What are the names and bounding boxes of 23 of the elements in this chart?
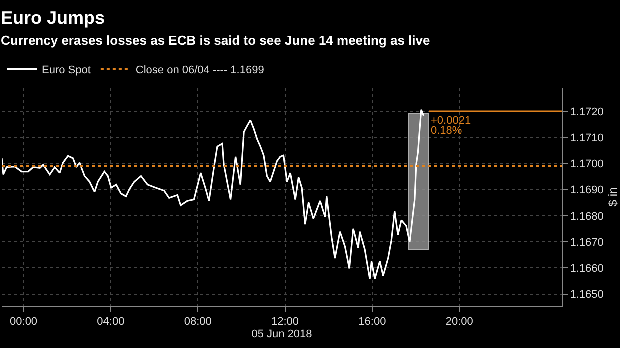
line-series <box>2 109 425 280</box>
y-tick-label: 1.1670 <box>570 236 604 249</box>
x-tick-label: 08:00 <box>184 316 212 328</box>
annotation: 0.18% <box>431 125 462 137</box>
y-tick-label: 1.1680 <box>570 210 604 223</box>
x-axis-title: 05 Jun 2018 <box>252 328 312 340</box>
annotation: +0.0021 <box>431 115 472 127</box>
legend-label: Euro Spot <box>42 64 91 76</box>
y-axis-title: $ in <box>606 187 620 207</box>
y-tick-label: 1.1690 <box>570 184 604 197</box>
x-tick-label: 16:00 <box>358 316 386 328</box>
x-tick-label: 20:00 <box>446 316 474 328</box>
chart-title: Euro Jumps <box>1 8 106 28</box>
y-tick-label: 1.1710 <box>570 132 604 144</box>
x-tick-label: 12:00 <box>272 316 300 328</box>
y-tick-label: 1.1660 <box>570 262 604 275</box>
x-tick-label: 04:00 <box>97 316 125 328</box>
x-tick-label: 00:00 <box>10 316 38 328</box>
legend-label: Close on 06/04 ---- 1.1699 <box>136 64 264 76</box>
y-tick-label: 1.1650 <box>570 289 604 302</box>
chart-subtitle: Currency erases losses as ECB is said to see June 14 meeting as live <box>1 33 430 48</box>
y-tick-label: 1.1700 <box>570 158 604 171</box>
y-tick-label: 1.1720 <box>570 106 604 118</box>
